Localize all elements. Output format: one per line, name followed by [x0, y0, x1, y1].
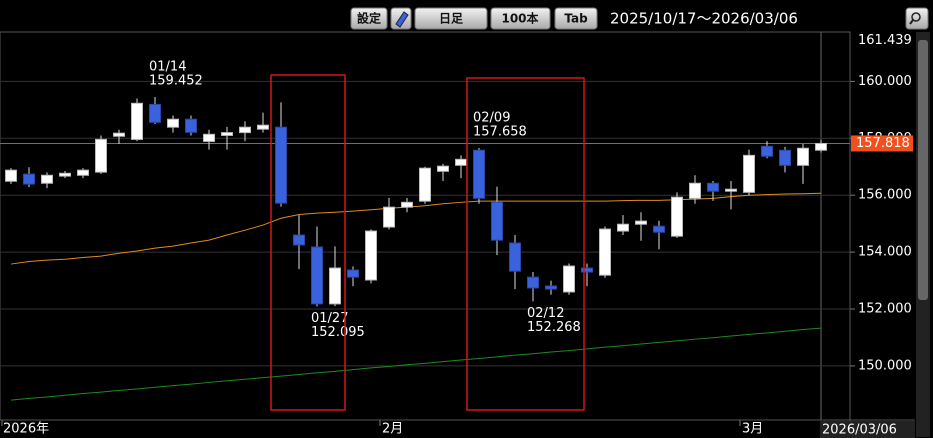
candle-body [293, 234, 305, 246]
candle-body [311, 246, 323, 305]
candle-body [473, 149, 485, 199]
candle-body [815, 142, 827, 151]
highlight-box [466, 77, 585, 411]
x-tick-label: 3月 [742, 422, 763, 437]
candle-body [563, 265, 575, 293]
candle-body [113, 132, 125, 137]
candle-body [149, 103, 161, 123]
y-tick-label: 160.000 [858, 74, 912, 89]
annotation-date: 01/14 [149, 59, 186, 74]
count-button[interactable] [490, 7, 551, 30]
y-tick-label: 152.000 [858, 302, 912, 317]
y-tick-label: 154.000 [858, 245, 912, 260]
candle-body [239, 126, 251, 134]
candle-body [401, 201, 413, 208]
candle-body [329, 267, 341, 305]
candle-body [203, 133, 215, 142]
last-price-box [851, 135, 913, 152]
annotation-date: 02/09 [473, 111, 510, 126]
candle-body [761, 145, 773, 157]
moving-average [10, 192, 822, 265]
candle-body [347, 269, 359, 278]
button-label: 100本 [501, 11, 538, 26]
annotation-value: 157.658 [473, 125, 527, 140]
candle-body [671, 196, 683, 237]
moving-average [10, 327, 822, 401]
candle-body [707, 182, 719, 192]
candle-body [635, 220, 647, 225]
candle-body [779, 149, 791, 166]
candle-body [221, 132, 233, 136]
button-label: 設定 [357, 11, 381, 26]
y-tick-label: 156.000 [858, 188, 912, 203]
candle-body [95, 138, 107, 173]
candle-body [167, 118, 179, 128]
annotation-date: 02/12 [527, 306, 564, 321]
last-date: 2026/03/06 [822, 423, 897, 438]
scroll-thumb[interactable] [918, 40, 928, 300]
candle-body [365, 230, 377, 281]
candle-body [41, 174, 53, 184]
annotation-value: 152.268 [527, 320, 581, 335]
candle-body [653, 225, 665, 233]
scrollbar [916, 32, 930, 437]
last-date-box [820, 421, 915, 438]
date-range: 2025/10/17～2026/03/06 [610, 10, 798, 28]
annotation-date: 01/27 [311, 311, 348, 326]
candle-body [437, 165, 449, 172]
candle-body [527, 276, 539, 289]
period-high-label: 161.439 [858, 33, 912, 48]
candle-body [797, 147, 809, 166]
candle-body [257, 124, 269, 130]
zoom-icon [909, 19, 914, 25]
last-price-label: 157.818 [856, 136, 910, 151]
candle-body [581, 267, 593, 273]
annotation-value: 152.095 [311, 325, 365, 340]
button-label: Tab [564, 12, 588, 26]
candle-body [689, 182, 701, 199]
x-tick-label: 2026年 [3, 422, 49, 437]
candle-body [509, 242, 521, 272]
candle-body [455, 158, 467, 166]
highlight-box [270, 74, 346, 411]
y-tick-label: 150.000 [858, 358, 912, 373]
x-tick-label: 2月 [382, 422, 403, 437]
tab-button[interactable] [554, 7, 598, 30]
candle-body [59, 172, 71, 177]
candle-body [743, 154, 755, 193]
candle-body [599, 228, 611, 276]
plot-frame [0, 31, 851, 421]
candle-body [617, 223, 629, 232]
candle-body [275, 126, 287, 204]
candle-body [23, 173, 35, 185]
candle-body [725, 188, 737, 192]
toolbar: 設定 日足 100本 Tab 2025/10/17～2026/03/06 [350, 7, 929, 30]
candle-body [383, 206, 395, 228]
candle-body [185, 118, 197, 133]
annotation-value: 159.452 [149, 73, 203, 88]
zoom-icon [911, 12, 921, 22]
period-button[interactable] [414, 7, 488, 30]
button-label: 日足 [439, 12, 463, 26]
candle-body [5, 169, 17, 182]
candle-body [77, 169, 89, 176]
pen-icon [395, 11, 409, 28]
zoom-button[interactable] [905, 7, 929, 30]
candle-body [131, 102, 143, 140]
candle-body [545, 285, 557, 290]
candle-body [419, 167, 431, 202]
candle-body [491, 201, 503, 241]
settings-button[interactable] [350, 7, 388, 30]
